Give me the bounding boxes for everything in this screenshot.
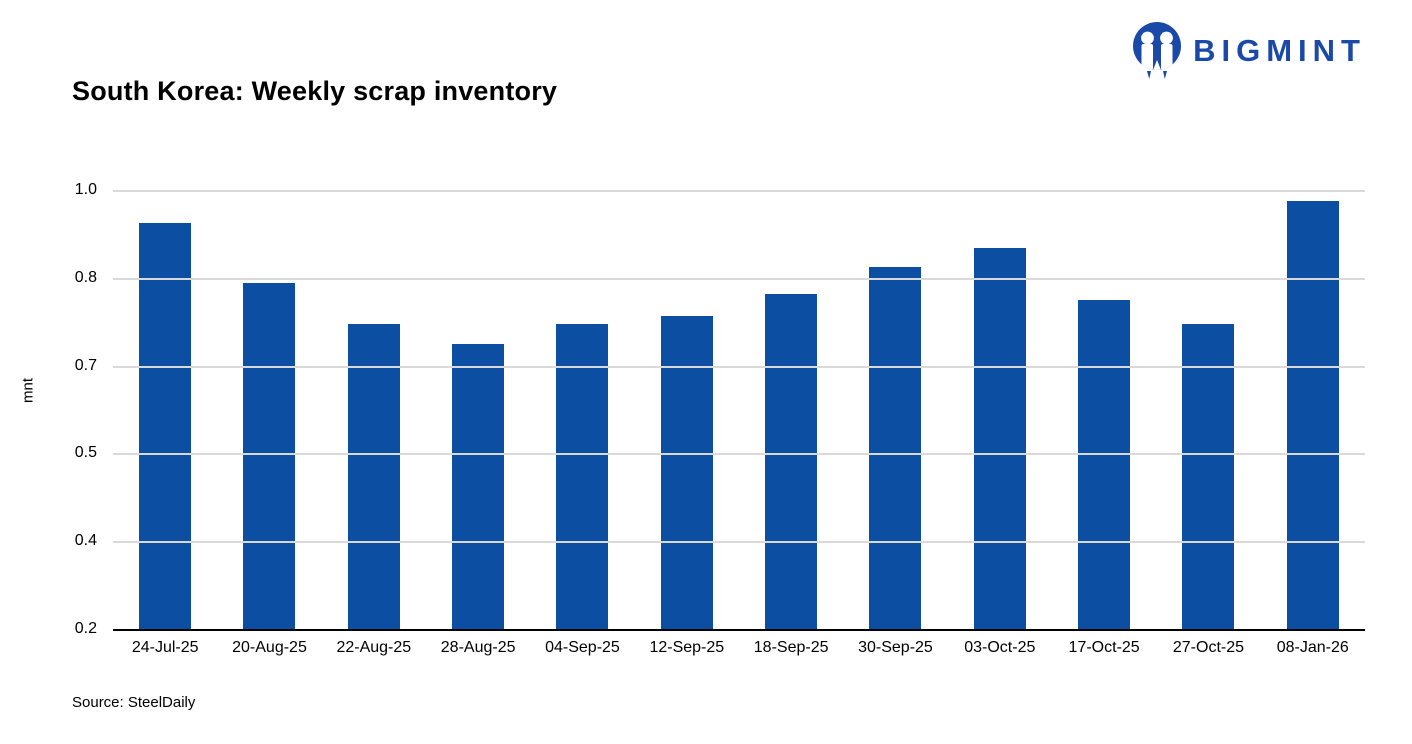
bar-20-Aug-25 — [243, 283, 296, 629]
page-title: South Korea: Weekly scrap inventory — [72, 76, 558, 106]
bar-slot — [843, 190, 947, 629]
gridline — [113, 365, 1365, 368]
x-tick-label: 04-Sep-25 — [545, 639, 620, 656]
bar-slot — [635, 190, 739, 629]
x-axis-labels: 24-Jul-25 20-Aug-25 22-Aug-25 28-Aug-25 04-S… — [113, 639, 1365, 657]
x-tick-label: 30-Sep-25 — [858, 639, 933, 656]
x-tick-label: 27-Oct-25 — [1172, 639, 1245, 656]
bar-slot — [426, 190, 530, 629]
bigmint-logo-icon — [1133, 22, 1182, 80]
bar-28-Aug-25 — [452, 343, 505, 629]
y-tick-label: 0.4 — [74, 532, 97, 550]
gridline — [113, 453, 1365, 456]
x-tick-label: 17-Oct-25 — [1068, 639, 1140, 656]
bars-container — [113, 190, 1365, 629]
x-tick-label: 20-Aug-25 — [232, 639, 307, 656]
bar-24-Jul-25 — [139, 222, 192, 629]
y-tick-label: 0.2 — [74, 620, 97, 637]
x-tick-label: 03-Oct-25 — [964, 639, 1036, 656]
bar-slot — [530, 190, 634, 629]
bigmint-wordmark: BIGMINT — [1193, 33, 1366, 68]
x-tick-label: 24-Jul-25 — [131, 639, 199, 656]
y-tick-label: 0.7 — [74, 356, 97, 374]
y-tick-label: 0.8 — [74, 268, 97, 286]
bar-slot — [1261, 190, 1365, 629]
bar-03-Oct-25 — [973, 247, 1026, 629]
y-tick-label: 0.5 — [74, 444, 97, 462]
x-tick-label: 22-Aug-25 — [336, 639, 412, 656]
bar-17-Oct-25 — [1078, 299, 1131, 629]
plot-area — [113, 190, 1365, 631]
bar-slot — [113, 190, 217, 629]
bar-slot — [739, 190, 843, 629]
y-axis-label: mnt — [19, 378, 37, 404]
source-note: Source: SteelDaily — [72, 694, 196, 711]
bar-22-Aug-25 — [347, 324, 400, 629]
bar-08-Jan-26 — [1286, 200, 1339, 629]
bar-slot — [1156, 190, 1260, 629]
bar-30-Sep-25 — [869, 266, 922, 629]
bar-12-Sep-25 — [660, 316, 713, 629]
gridline — [113, 541, 1365, 544]
x-axis-line — [113, 629, 1365, 631]
x-tick-label: 08-Jan-26 — [1276, 639, 1349, 656]
bar-slot — [217, 190, 321, 629]
bar-slot — [948, 190, 1052, 629]
bar-18-Sep-25 — [765, 294, 818, 629]
y-tick-label: 1.0 — [74, 181, 97, 198]
x-tick-label: 28-Aug-25 — [440, 639, 516, 656]
gridline — [113, 190, 1365, 192]
x-tick-label: 12-Sep-25 — [649, 639, 725, 656]
bar-slot — [1052, 190, 1156, 629]
bar-27-Oct-25 — [1182, 324, 1235, 629]
gridline — [113, 277, 1365, 280]
bigmint-logo: BIGMINT — [1133, 22, 1366, 80]
x-tick-label: 18-Sep-25 — [753, 639, 829, 656]
bar-04-Sep-25 — [556, 324, 609, 629]
bar-slot — [322, 190, 426, 629]
